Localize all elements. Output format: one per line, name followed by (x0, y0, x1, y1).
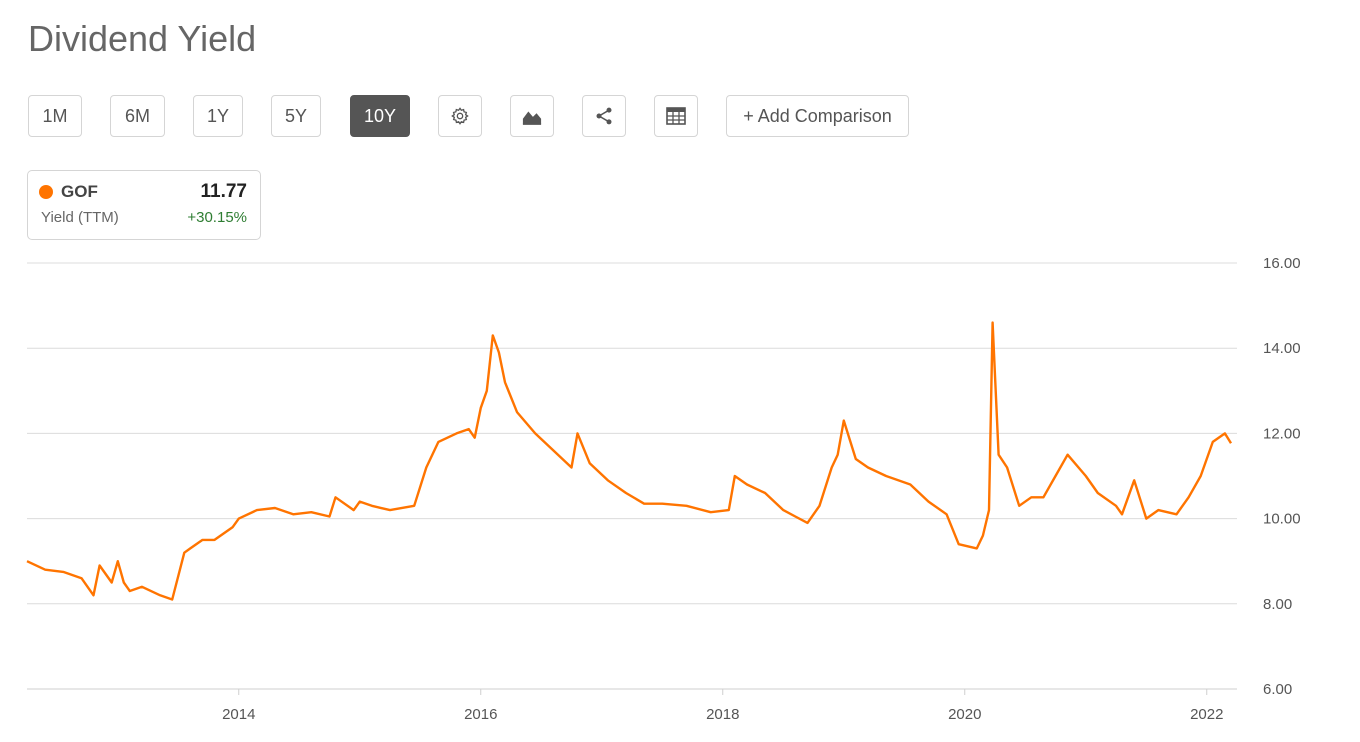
x-tick-label: 2014 (222, 706, 255, 723)
series-legend-card: GOF 11.77 Yield (TTM) +30.15% (27, 170, 261, 240)
series-line-gof (26, 321, 1233, 601)
y-tick-label: 14.00 (1263, 340, 1301, 357)
add-comparison-button[interactable]: + Add Comparison (726, 95, 909, 137)
y-tick-label: 10.00 (1263, 511, 1301, 528)
share-icon (593, 106, 615, 126)
x-tick-label: 2022 (1190, 706, 1223, 723)
x-tick-label: 2020 (948, 706, 981, 723)
range-button-1y[interactable]: 1Y (193, 95, 243, 137)
range-button-5y[interactable]: 5Y (271, 95, 321, 137)
y-tick-label: 16.00 (1263, 255, 1301, 272)
range-button-10y[interactable]: 10Y (350, 95, 410, 137)
y-tick-label: 8.00 (1263, 596, 1292, 613)
table-icon (666, 107, 686, 125)
x-tick-label: 2018 (706, 706, 739, 723)
chart-type-button[interactable] (510, 95, 554, 137)
page-title: Dividend Yield (28, 18, 257, 59)
legend-ticker: GOF (61, 182, 98, 201)
series-color-dot (39, 185, 53, 199)
range-button-6m[interactable]: 6M (110, 95, 165, 137)
range-button-1m[interactable]: 1M (28, 95, 82, 137)
y-tick-label: 6.00 (1263, 681, 1292, 698)
gear-icon (450, 106, 470, 126)
table-view-button[interactable] (654, 95, 698, 137)
share-button[interactable] (582, 95, 626, 137)
area-chart-icon (521, 106, 543, 126)
y-tick-label: 12.00 (1263, 425, 1301, 442)
settings-button[interactable] (438, 95, 482, 137)
legend-value: 11.77 (200, 181, 248, 202)
legend-change: +30.15% (187, 209, 247, 226)
x-tick-label: 2016 (464, 706, 497, 723)
chart-toolbar: 1M 6M 1Y 5Y 10Y (0, 95, 1360, 139)
dividend-yield-chart: 6.00 8.00 10.00 12.00 14.00 16.00 2014 2016 2018… (26, 255, 1301, 723)
legend-label: Yield (TTM) (41, 209, 119, 226)
